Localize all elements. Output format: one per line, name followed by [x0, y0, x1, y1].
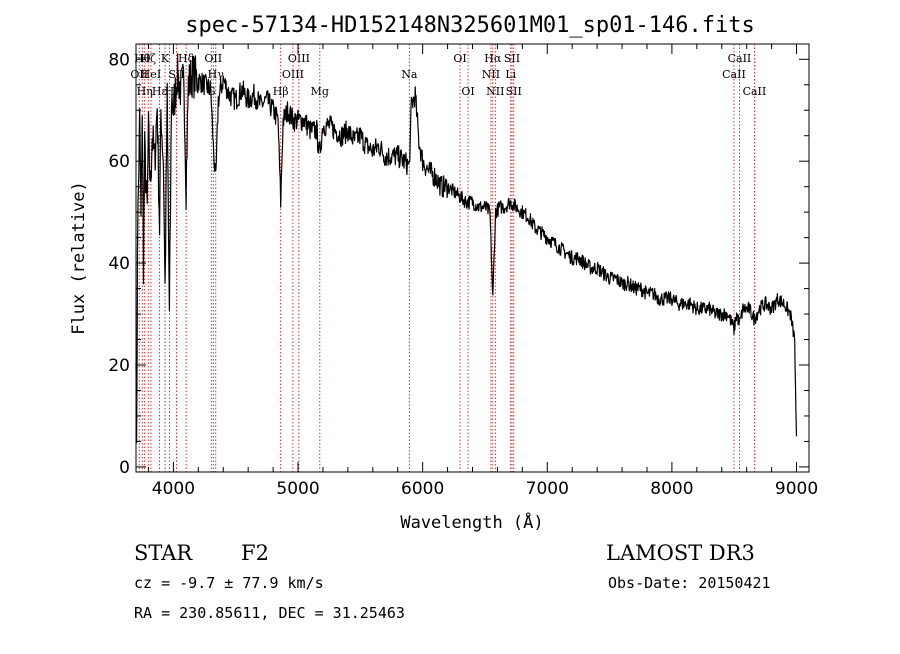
spectral-line-label: NII: [482, 68, 500, 81]
spectrum-line: [135, 53, 798, 444]
y-tick-label: 60: [108, 152, 130, 172]
spectral-line-label: OIII: [282, 68, 304, 81]
spectral-line-label: OI: [453, 52, 466, 65]
y-tick-label: 80: [108, 50, 130, 70]
axis-ticks: [136, 44, 809, 472]
x-axis-label: Wavelength (Å): [400, 511, 543, 533]
y-tick-label: 20: [108, 356, 130, 376]
x-tick-label: 8000: [650, 479, 693, 499]
object-class: STAR: [134, 541, 193, 565]
spectral-line-label: HeI: [141, 68, 161, 81]
spectral-line-labels: OIIHθHηHζHeIHεKHSIIHδGOIIHγHβOIIIOIIIMgN…: [130, 52, 766, 98]
spectral-line-label: OIII: [288, 52, 310, 65]
spectral-line-label: SII: [504, 52, 520, 65]
object-subclass: F2: [241, 541, 269, 565]
spectral-line-label: H: [165, 85, 175, 98]
spectral-line-label: NII: [486, 85, 504, 98]
y-axis-label: Flux (relative): [69, 181, 89, 335]
spectral-line-label: OI: [461, 85, 474, 98]
spectral-line-label: OII: [204, 52, 222, 65]
spectral-line-label: Hβ: [273, 85, 289, 98]
x-tick-label: 7000: [526, 479, 569, 499]
redshift-readout: cz = -9.7 ± 77.9 km/s: [134, 574, 324, 592]
spectral-line-markers: [138, 44, 755, 472]
y-tick-label: 40: [108, 254, 130, 274]
axis-tick-labels: 4000 5000 6000 7000 8000 9000 0 20 40 60 80: [108, 50, 818, 499]
x-tick-label: 9000: [775, 479, 818, 499]
spectral-line-label: K: [161, 52, 170, 65]
spectral-line-label: Mg: [311, 85, 329, 98]
x-tick-label: 5000: [276, 479, 319, 499]
spectral-line-label: Hζ: [140, 52, 156, 65]
survey-name: LAMOST DR3: [606, 541, 755, 565]
spectral-line-label: Hγ: [208, 68, 225, 81]
x-tick-label: 6000: [401, 479, 444, 499]
spectral-line-label: OII: [130, 68, 148, 81]
spectral-line-label: Li: [505, 68, 516, 81]
coordinates-readout: RA = 230.85611, DEC = 31.25463: [134, 604, 405, 622]
spectral-line-label: Hθ: [134, 52, 151, 65]
y-tick-label: 0: [119, 458, 130, 478]
spectral-line-label: Hα: [484, 52, 502, 65]
spectral-line-label: SII: [169, 68, 185, 81]
spectral-line-label: Hε: [152, 85, 168, 98]
chart-title: spec-57134-HD152148N325601M01_sp01-146.f…: [185, 13, 755, 38]
spectral-line-label: CaII: [722, 68, 746, 81]
spectral-line-label: CaII: [728, 52, 752, 65]
x-tick-label: 4000: [152, 479, 195, 499]
spectral-line-label: CaII: [743, 85, 767, 98]
spectral-line-label: SII: [506, 85, 522, 98]
obs-date: Obs-Date: 20150421: [608, 574, 771, 592]
spectral-line-label: Na: [401, 68, 418, 81]
spectral-line-label: Hη: [137, 85, 153, 98]
